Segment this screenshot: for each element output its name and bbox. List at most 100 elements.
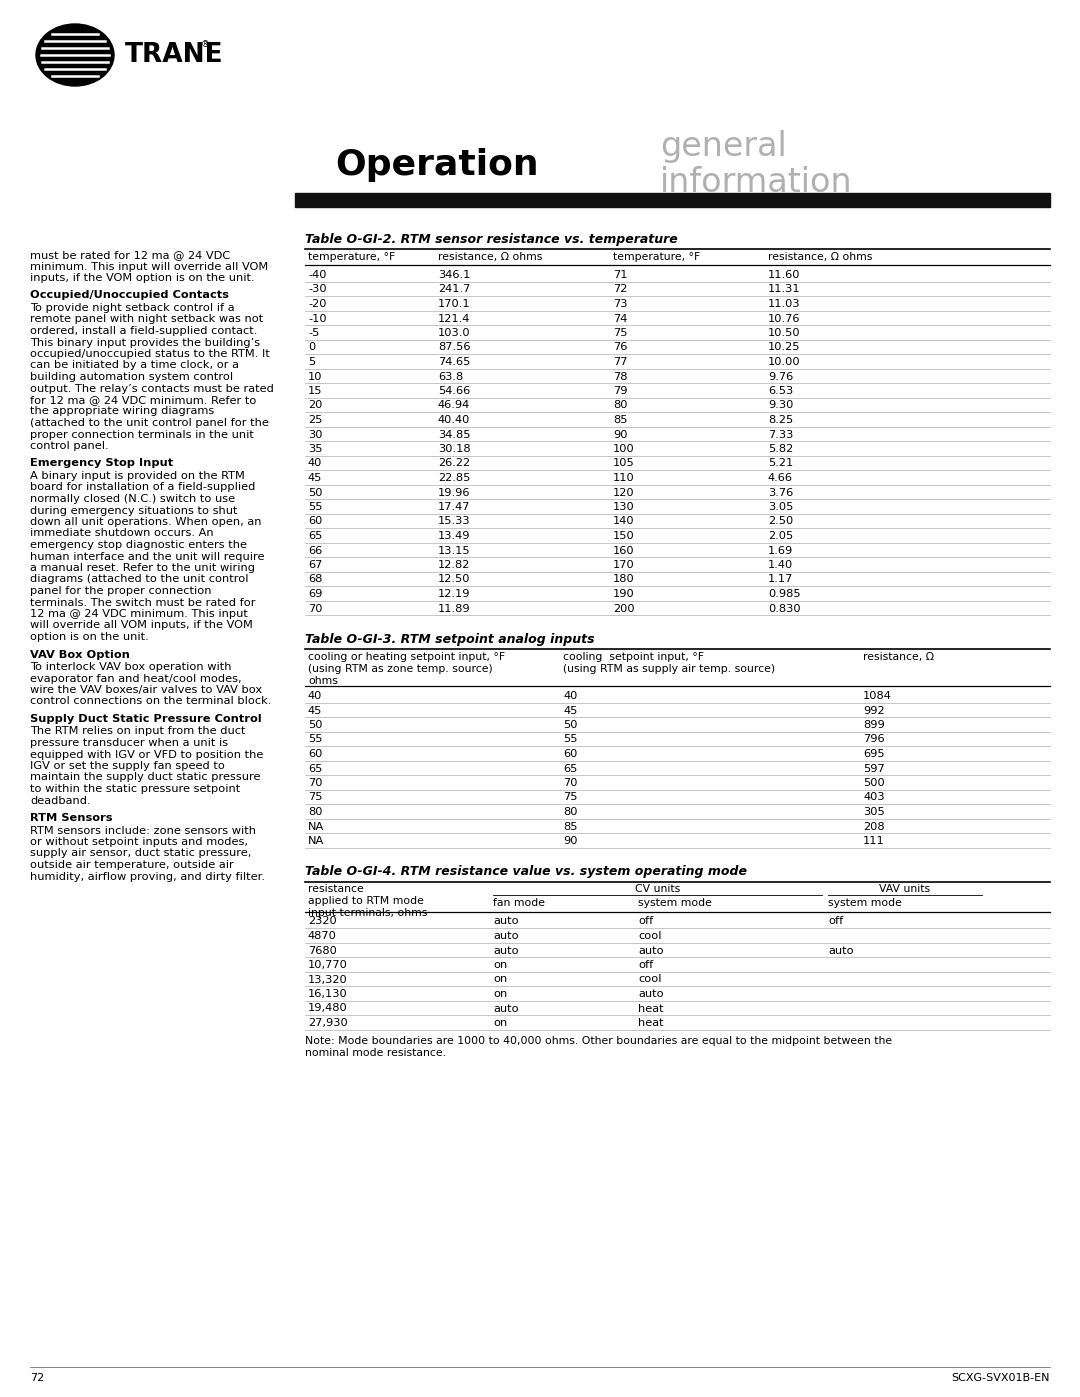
Text: 103.0: 103.0 [438,328,471,338]
Text: heat: heat [638,1018,663,1028]
Ellipse shape [36,24,114,87]
Text: resistance
applied to RTM mode
input terminals, ohms: resistance applied to RTM mode input ter… [308,884,428,918]
Text: 72: 72 [30,1373,44,1383]
Text: emergency stop diagnostic enters the: emergency stop diagnostic enters the [30,541,247,550]
Text: 6.53: 6.53 [768,386,793,395]
Text: Emergency Stop Input: Emergency Stop Input [30,458,173,468]
Text: 12 ma @ 24 VDC minimum. This input: 12 ma @ 24 VDC minimum. This input [30,609,248,619]
Text: heat: heat [638,1003,663,1013]
Text: the appropriate wiring diagrams: the appropriate wiring diagrams [30,407,214,416]
Text: Supply Duct Static Pressure Control: Supply Duct Static Pressure Control [30,714,261,724]
Text: minimum. This input will override all VOM: minimum. This input will override all VO… [30,261,268,271]
Text: 75: 75 [308,792,323,802]
Text: 60: 60 [563,749,578,759]
Text: auto: auto [638,989,663,999]
Text: 65: 65 [308,531,322,541]
Text: Table O-GI-2. RTM sensor resistance vs. temperature: Table O-GI-2. RTM sensor resistance vs. … [305,233,678,246]
Text: 76: 76 [613,342,627,352]
Text: 73: 73 [613,299,627,309]
Text: 78: 78 [613,372,627,381]
Text: 13.15: 13.15 [438,545,471,556]
Text: outside air temperature, outside air: outside air temperature, outside air [30,861,233,870]
Text: 40: 40 [563,692,578,701]
Text: 74: 74 [613,313,627,324]
Text: 2.50: 2.50 [768,517,793,527]
Text: 45: 45 [308,474,322,483]
Text: 65: 65 [308,764,322,774]
Text: control panel.: control panel. [30,441,109,451]
Text: temperature, °F: temperature, °F [613,251,700,263]
Text: 170.1: 170.1 [438,299,471,309]
Text: 72: 72 [613,285,627,295]
Text: 2.05: 2.05 [768,531,793,541]
Text: 208: 208 [863,821,885,831]
Text: 85: 85 [563,821,578,831]
Text: -40: -40 [308,270,326,279]
Text: -30: -30 [308,285,326,295]
Text: to within the static pressure setpoint: to within the static pressure setpoint [30,784,240,793]
Text: 90: 90 [563,835,578,847]
Text: 100: 100 [613,444,635,454]
Text: 66: 66 [308,545,322,556]
Text: 10: 10 [308,372,323,381]
Text: 27,930: 27,930 [308,1018,348,1028]
Text: board for installation of a field-supplied: board for installation of a field-suppli… [30,482,255,493]
Text: 30.18: 30.18 [438,444,471,454]
Text: 1.40: 1.40 [768,560,793,570]
Text: 695: 695 [863,749,885,759]
Text: This binary input provides the building’s: This binary input provides the building’… [30,338,260,348]
Text: NA: NA [308,821,324,831]
Text: normally closed (N.C.) switch to use: normally closed (N.C.) switch to use [30,495,235,504]
Text: Table O-GI-4. RTM resistance value vs. system operating mode: Table O-GI-4. RTM resistance value vs. s… [305,866,747,879]
Text: 15.33: 15.33 [438,517,471,527]
Text: 190: 190 [613,590,635,599]
Text: 200: 200 [613,604,635,613]
Text: 597: 597 [863,764,885,774]
Text: 12.50: 12.50 [438,574,471,584]
Text: 4870: 4870 [308,930,337,942]
Text: diagrams (attached to the unit control: diagrams (attached to the unit control [30,574,248,584]
Text: 0: 0 [308,342,315,352]
Text: 46.94: 46.94 [438,401,470,411]
Text: ®: ® [201,41,210,49]
Text: on: on [492,960,508,970]
Text: 5: 5 [308,358,315,367]
Text: 55: 55 [308,735,323,745]
Text: 150: 150 [613,531,635,541]
Text: 40: 40 [308,692,322,701]
Text: 45: 45 [308,705,322,715]
Text: general
information: general information [660,130,852,198]
Text: 60: 60 [308,517,322,527]
Text: proper connection terminals in the unit: proper connection terminals in the unit [30,429,254,440]
Text: CV units: CV units [635,884,680,894]
Text: 10.00: 10.00 [768,358,800,367]
Text: deadband.: deadband. [30,795,91,806]
Text: 111: 111 [863,835,885,847]
Text: Table O-GI-3. RTM setpoint analog inputs: Table O-GI-3. RTM setpoint analog inputs [305,633,595,645]
Text: auto: auto [492,916,518,926]
Text: 17.47: 17.47 [438,502,471,511]
Text: 11.60: 11.60 [768,270,800,279]
Text: 79: 79 [613,386,627,395]
Text: To provide night setback control if a: To provide night setback control if a [30,303,234,313]
Text: on: on [492,1018,508,1028]
Text: can be initiated by a time clock, or a: can be initiated by a time clock, or a [30,360,239,370]
Text: panel for the proper connection: panel for the proper connection [30,585,212,597]
Text: 130: 130 [613,502,635,511]
Text: 69: 69 [308,590,322,599]
Text: 11.31: 11.31 [768,285,800,295]
Text: 3.76: 3.76 [768,488,793,497]
Text: 0.830: 0.830 [768,604,800,613]
Text: 26.22: 26.22 [438,458,470,468]
Text: on: on [492,989,508,999]
Text: 77: 77 [613,358,627,367]
Text: wire the VAV boxes/air valves to VAV box: wire the VAV boxes/air valves to VAV box [30,685,262,694]
Text: 70: 70 [563,778,578,788]
Text: SCXG-SVX01B-EN: SCXG-SVX01B-EN [951,1373,1050,1383]
Text: 13.49: 13.49 [438,531,471,541]
Text: 40: 40 [308,458,322,468]
Text: 68: 68 [308,574,322,584]
Text: 160: 160 [613,545,635,556]
Text: 16,130: 16,130 [308,989,348,999]
Text: -10: -10 [308,313,326,324]
